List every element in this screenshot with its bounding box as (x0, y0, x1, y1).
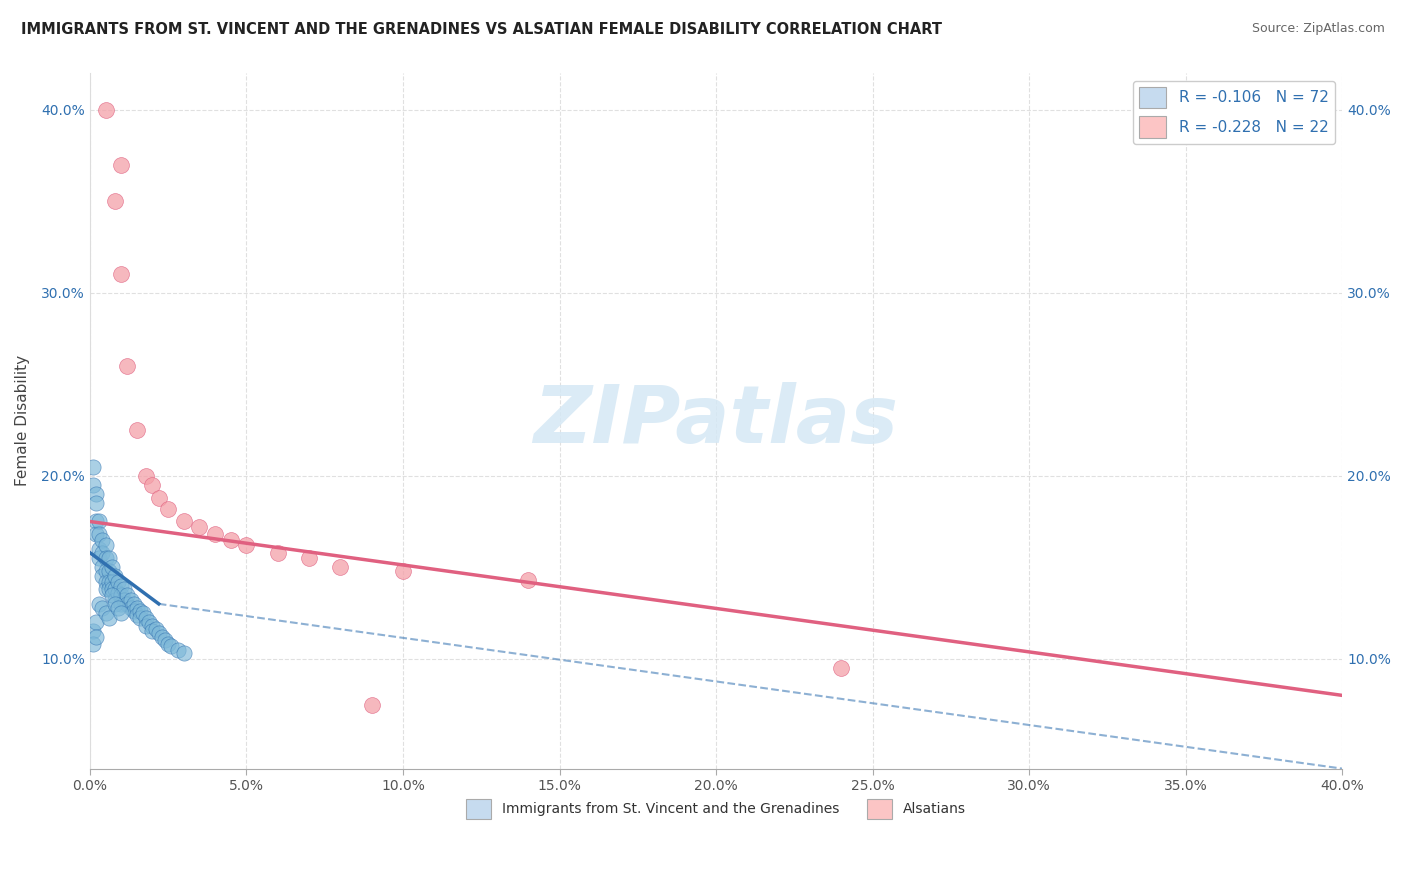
Point (188, 520, 211, 534)
Point (84, 527, 107, 541)
Point (150, 630, 173, 644)
Point (141, 619, 163, 633)
Point (94, 538, 117, 552)
Point (82, 637, 104, 651)
Point (117, 359, 139, 373)
Point (117, 588, 139, 602)
Point (97, 611, 120, 625)
Point (153, 633, 176, 648)
Point (82, 478, 104, 492)
Point (157, 637, 180, 651)
Point (360, 698, 382, 712)
Point (517, 573, 540, 587)
Point (94, 574, 117, 589)
Point (120, 593, 142, 607)
Point (104, 582, 127, 597)
Point (94, 564, 117, 578)
Point (125, 600, 148, 615)
Point (125, 607, 148, 622)
Point (157, 501, 180, 516)
Point (117, 597, 139, 611)
Point (173, 646, 195, 660)
Point (89, 527, 111, 541)
Point (141, 624, 163, 639)
Point (235, 538, 257, 552)
Point (129, 611, 152, 625)
Point (138, 615, 160, 629)
Point (94, 606, 117, 620)
Point (298, 551, 321, 566)
Point (145, 623, 167, 637)
Point (107, 574, 129, 589)
Point (107, 600, 129, 615)
Text: Source: ZipAtlas.com: Source: ZipAtlas.com (1251, 22, 1385, 36)
Point (97, 551, 120, 566)
Point (97, 582, 120, 597)
Point (166, 642, 188, 657)
Point (94, 551, 117, 566)
Point (173, 515, 195, 529)
Point (91, 533, 114, 547)
Point (84, 487, 107, 501)
Point (148, 626, 170, 640)
Point (104, 569, 127, 583)
Point (112, 582, 135, 597)
Point (100, 560, 122, 574)
Point (89, 515, 111, 529)
Point (104, 194, 127, 208)
Point (100, 574, 122, 589)
Point (141, 478, 163, 492)
Point (91, 560, 114, 574)
Point (122, 604, 145, 618)
Point (104, 597, 127, 611)
Point (84, 496, 107, 510)
Point (84, 615, 107, 629)
Text: IMMIGRANTS FROM ST. VINCENT AND THE GRENADINES VS ALSATIAN FEMALE DISABILITY COR: IMMIGRANTS FROM ST. VINCENT AND THE GREN… (21, 22, 942, 37)
Point (82, 624, 104, 639)
Point (830, 661, 852, 675)
Point (82, 459, 104, 474)
Point (329, 560, 352, 574)
Point (132, 606, 155, 620)
Point (148, 491, 170, 505)
Point (267, 546, 290, 560)
Point (219, 533, 242, 547)
Point (84, 630, 107, 644)
Point (94, 582, 117, 597)
Point (110, 588, 132, 602)
Y-axis label: Female Disability: Female Disability (15, 355, 30, 486)
Point (84, 515, 107, 529)
Legend: Immigrants from St. Vincent and the Grenadines, Alsatians: Immigrants from St. Vincent and the Gren… (460, 794, 972, 824)
Point (100, 582, 122, 597)
Point (97, 564, 120, 578)
Point (110, 597, 132, 611)
Point (107, 586, 129, 600)
Point (89, 541, 111, 556)
Point (129, 604, 152, 618)
Point (110, 268, 132, 282)
Point (91, 600, 114, 615)
Point (112, 593, 135, 607)
Point (125, 423, 148, 437)
Point (160, 639, 183, 653)
Text: ZIPatlas: ZIPatlas (533, 382, 898, 459)
Point (122, 597, 145, 611)
Point (135, 468, 157, 483)
Point (120, 600, 142, 615)
Point (91, 546, 114, 560)
Point (392, 564, 415, 578)
Point (97, 574, 120, 589)
Point (204, 527, 226, 541)
Point (135, 619, 157, 633)
Point (110, 157, 132, 171)
Point (110, 578, 132, 592)
Point (104, 593, 127, 607)
Point (91, 569, 114, 583)
Point (100, 588, 122, 602)
Point (89, 597, 111, 611)
Point (94, 103, 117, 117)
Point (135, 611, 157, 625)
Point (110, 606, 132, 620)
Point (89, 551, 111, 566)
